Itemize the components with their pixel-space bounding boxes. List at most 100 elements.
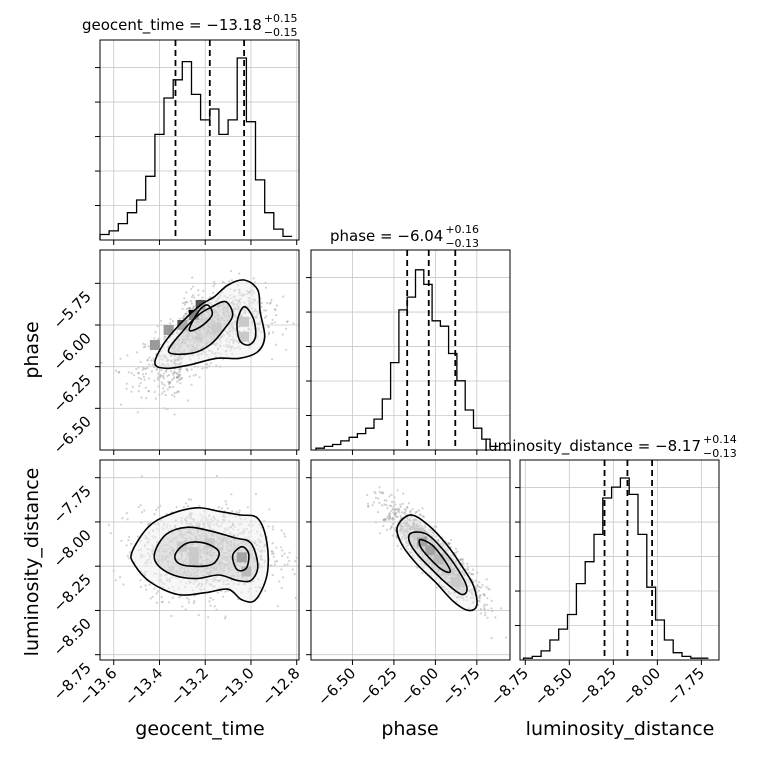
scatter-point xyxy=(372,501,375,504)
scatter-point xyxy=(206,363,209,366)
scatter-point xyxy=(238,509,241,512)
scatter-point xyxy=(177,378,181,381)
scatter-point xyxy=(401,502,404,505)
scatter-point xyxy=(185,307,188,310)
scatter-point xyxy=(396,544,399,547)
contours-luminosity_distance_vs_phase xyxy=(396,514,478,612)
scatter-point xyxy=(163,335,166,338)
scatter-point xyxy=(172,385,175,388)
scatter-point xyxy=(478,581,481,584)
scatter-point xyxy=(209,604,212,607)
scatter-point xyxy=(396,516,399,519)
scatter-point xyxy=(114,579,117,582)
scatter-point xyxy=(139,504,142,507)
scatter-point xyxy=(142,373,145,376)
scatter-point xyxy=(270,298,273,302)
histogram-phase xyxy=(315,250,499,450)
scatter-point xyxy=(383,503,386,506)
scatter-point xyxy=(197,293,200,297)
scatter-point xyxy=(421,507,424,510)
scatter-point xyxy=(181,307,184,310)
scatter-point xyxy=(120,539,123,543)
scatter-point xyxy=(388,517,391,520)
scatter-point xyxy=(479,586,483,589)
scatter-point xyxy=(220,507,223,510)
title-phase-plus: +0.16 xyxy=(445,223,479,236)
scatter-point xyxy=(483,593,486,596)
scatter-point xyxy=(472,573,475,576)
scatter-point xyxy=(484,614,487,617)
scatter-point xyxy=(274,560,277,563)
scatter-point xyxy=(151,363,154,366)
scatter-point xyxy=(190,295,194,298)
panel-2-1 xyxy=(306,460,510,665)
scatter-point xyxy=(224,590,227,593)
scatter-point xyxy=(162,372,166,375)
scatter-point xyxy=(175,506,178,509)
scatter-point xyxy=(137,371,140,375)
scatter-point xyxy=(177,390,180,393)
scatter-point xyxy=(399,503,402,506)
scatter-point xyxy=(157,372,160,375)
scatter-point xyxy=(160,596,163,599)
scatter-point xyxy=(238,272,241,275)
title-luminosity-distance-main: luminosity_distance = −8.17 xyxy=(484,437,701,456)
scatter-point xyxy=(477,599,480,602)
scatter-point xyxy=(406,505,409,508)
scatter-point xyxy=(284,327,288,330)
scatter-point xyxy=(411,508,414,511)
scatter-point xyxy=(182,314,185,317)
scatter-point xyxy=(382,492,385,495)
scatter-point xyxy=(366,493,369,496)
scatter-point xyxy=(378,490,381,493)
scatter-point xyxy=(162,377,165,380)
scatter-point xyxy=(481,584,484,587)
y-tick-label: −6.00 xyxy=(50,329,95,374)
scatter-point xyxy=(391,517,394,520)
scatter-point xyxy=(483,605,486,608)
scatter-point xyxy=(209,296,212,299)
scatter-point xyxy=(394,508,397,511)
scatter-point xyxy=(144,372,147,375)
scatter-point xyxy=(165,369,168,372)
scatter-point xyxy=(212,291,215,294)
scatter-point xyxy=(171,393,174,396)
scatter-point xyxy=(179,378,182,381)
title-phase: phase = −6.04 +0.16 −0.13 xyxy=(330,223,479,250)
x-tick-label: −7.75 xyxy=(663,664,708,709)
scatter-point xyxy=(466,562,469,565)
scatter-point xyxy=(130,390,133,393)
y-tick-label: −7.75 xyxy=(50,482,95,527)
scatter-point xyxy=(230,279,233,282)
scatter-point xyxy=(398,508,401,511)
scatter-point xyxy=(265,315,268,318)
scatter-point xyxy=(267,325,270,328)
scatter-point xyxy=(207,616,210,619)
histogram-geocent_time xyxy=(99,40,293,240)
scatter-point xyxy=(390,505,393,508)
contour-line xyxy=(188,304,214,332)
scatter-point xyxy=(139,579,142,582)
scatter-point xyxy=(478,597,482,600)
scatter-point xyxy=(197,289,200,292)
scatter-point xyxy=(141,511,144,514)
scatter-point xyxy=(161,382,164,386)
scatter-point xyxy=(294,560,297,563)
x-tick-label: −8.25 xyxy=(575,664,620,709)
scatter-point xyxy=(160,369,163,372)
scatter-point xyxy=(275,314,278,317)
scatter-point xyxy=(140,475,143,478)
scatter-point xyxy=(414,511,417,514)
scatter-point xyxy=(192,285,195,288)
scatter-point xyxy=(160,319,163,322)
scatter-point xyxy=(397,507,400,510)
scatter-point xyxy=(470,573,473,576)
scatter-point xyxy=(182,506,185,509)
scatter-point xyxy=(403,508,406,511)
scatter-point xyxy=(383,499,386,502)
contour-line xyxy=(174,541,220,568)
scatter-point xyxy=(151,595,154,598)
scatter-point xyxy=(144,343,147,346)
x-tick-label: −12.8 xyxy=(258,664,303,709)
y-tick-label: −5.75 xyxy=(50,287,95,332)
